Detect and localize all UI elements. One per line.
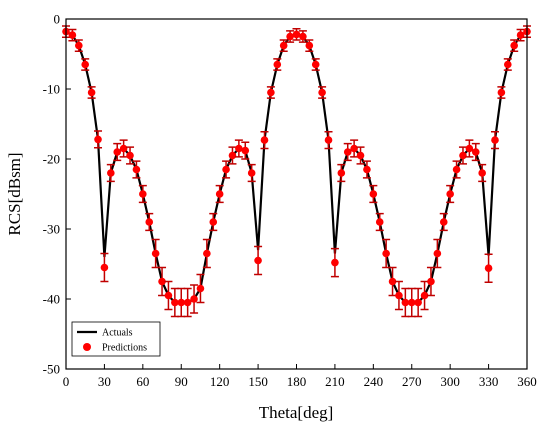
prediction-point xyxy=(318,88,326,97)
prediction-point xyxy=(324,136,333,144)
x-tick-label: 270 xyxy=(402,374,422,389)
prediction-point xyxy=(190,295,198,303)
prediction-point xyxy=(113,148,122,156)
prediction-point xyxy=(209,218,218,226)
prediction-point xyxy=(503,60,512,69)
prediction-point xyxy=(407,298,416,307)
x-tick-label: 0 xyxy=(63,374,70,389)
x-tick-label: 150 xyxy=(248,374,268,389)
prediction-point xyxy=(299,32,307,41)
prediction-point xyxy=(369,190,378,198)
plot-frame xyxy=(65,18,528,370)
prediction-point xyxy=(395,291,403,300)
prediction-point xyxy=(126,151,134,160)
prediction-point xyxy=(331,258,339,267)
prediction-point xyxy=(247,169,256,177)
prediction-point xyxy=(81,60,90,69)
prediction-point xyxy=(171,298,179,307)
prediction-point xyxy=(203,249,211,258)
prediction-point xyxy=(228,151,237,160)
prediction-point xyxy=(452,165,461,174)
x-tick-label: 120 xyxy=(210,374,230,389)
prediction-point xyxy=(196,284,205,293)
prediction-point xyxy=(215,190,224,198)
prediction-point xyxy=(491,136,499,144)
prediction-point xyxy=(132,165,141,174)
prediction-point xyxy=(119,144,128,153)
x-tick-label: 210 xyxy=(325,374,345,389)
prediction-point xyxy=(107,169,115,177)
x-tick-label: 60 xyxy=(136,374,149,389)
prediction-point xyxy=(311,60,320,69)
prediction-point xyxy=(177,298,186,307)
prediction-point xyxy=(465,144,474,153)
x-tick-label: 300 xyxy=(440,374,460,389)
legend-label: Predictions xyxy=(102,343,147,354)
x-tick-label: 330 xyxy=(479,374,499,389)
prediction-point xyxy=(471,148,480,156)
prediction-point xyxy=(183,298,192,307)
prediction-point xyxy=(75,41,83,50)
prediction-point xyxy=(484,264,493,273)
prediction-point xyxy=(446,190,454,198)
x-tick-label: 180 xyxy=(287,374,307,389)
prediction-point xyxy=(478,169,486,177)
prediction-point xyxy=(388,277,397,286)
prediction-point xyxy=(260,136,269,144)
x-tick-label: 240 xyxy=(364,374,384,389)
prediction-point xyxy=(222,165,230,174)
prediction-point xyxy=(356,151,365,160)
prediction-point xyxy=(241,146,250,155)
y-tick-label: -30 xyxy=(43,222,60,237)
prediction-point xyxy=(68,31,77,39)
prediction-point xyxy=(343,148,352,156)
y-tick-label: 0 xyxy=(54,12,61,27)
x-tick-label: 90 xyxy=(175,374,188,389)
prediction-point xyxy=(337,169,346,177)
prediction-point xyxy=(100,263,109,272)
x-tick-label: 30 xyxy=(98,374,111,389)
prediction-point xyxy=(87,88,96,97)
prediction-point xyxy=(382,249,390,258)
prediction-point xyxy=(439,218,448,226)
prediction-point xyxy=(151,249,160,258)
prediction-point xyxy=(350,144,358,153)
y-axis-label: RCS[dBsm] xyxy=(5,152,24,235)
prediction-point xyxy=(401,298,410,307)
y-tick-label: -50 xyxy=(43,362,60,377)
prediction-point xyxy=(414,298,422,307)
prediction-point xyxy=(459,151,467,160)
prediction-point xyxy=(305,41,314,50)
prediction-point xyxy=(267,88,275,97)
legend-marker xyxy=(83,343,91,351)
prediction-point xyxy=(164,291,173,300)
prediction-point xyxy=(158,277,166,286)
prediction-point xyxy=(375,218,384,226)
prediction-point xyxy=(497,88,506,97)
prediction-point xyxy=(235,144,243,153)
y-tick-label: -20 xyxy=(43,152,60,167)
prediction-point xyxy=(273,60,282,69)
y-tick-label: -40 xyxy=(43,292,60,307)
prediction-point xyxy=(516,31,525,39)
x-tick-label: 360 xyxy=(517,374,537,389)
prediction-point xyxy=(254,256,262,265)
prediction-point xyxy=(433,249,442,258)
prediction-point xyxy=(94,135,102,144)
x-axis-label: Theta[deg] xyxy=(259,403,334,422)
prediction-point xyxy=(145,218,154,226)
prediction-point xyxy=(292,30,301,39)
y-tick-label: -10 xyxy=(43,82,60,97)
prediction-point xyxy=(139,190,147,198)
prediction-point xyxy=(286,32,294,41)
legend-label: Actuals xyxy=(102,328,133,339)
prediction-point xyxy=(420,291,429,300)
prediction-point xyxy=(363,165,371,174)
prediction-point xyxy=(427,277,435,286)
prediction-point xyxy=(510,41,518,50)
prediction-point xyxy=(279,41,288,50)
